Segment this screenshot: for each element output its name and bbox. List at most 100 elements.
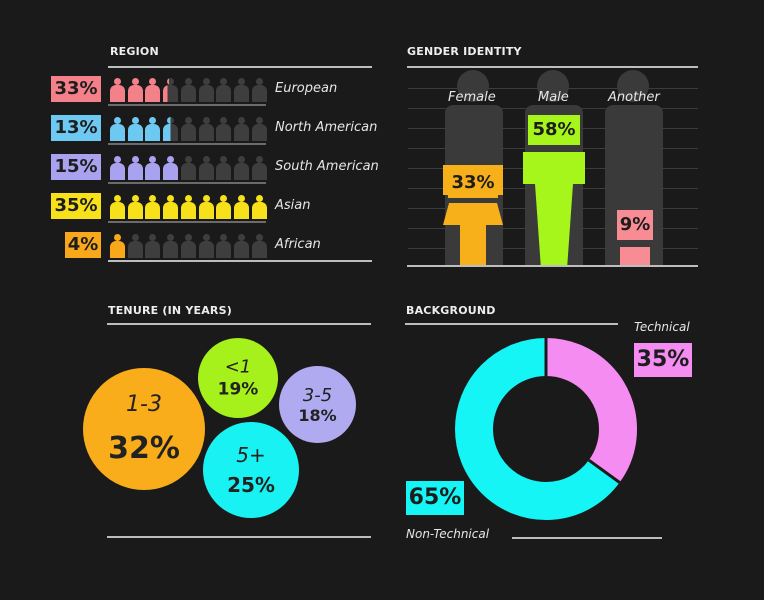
female-pct-badge: 33% [448,168,498,198]
region-row-rule [108,143,266,145]
silhouette-head-icon [617,70,649,102]
region-label: South American [275,159,379,174]
non-technical-pct-badge: 65% [406,481,464,515]
person-icon [233,195,249,219]
tenure-pct: 19% [217,379,259,400]
silhouette-body-icon [605,105,663,265]
person-icon [251,117,267,141]
background-bottom-rule [512,537,662,539]
tenure-category: <1 [224,356,252,378]
person-icon [127,78,143,102]
non-technical-label: Non-Technical [406,527,490,541]
another-pct-badge: 9% [617,210,653,240]
region-pct-badge: 15% [51,154,101,180]
male-legs [535,184,573,265]
person-icon [127,117,143,141]
person-icon [233,156,249,180]
silhouette-head-icon [457,70,489,102]
gender-title: GENDER IDENTITY [407,45,522,58]
person-icon [145,234,161,258]
tenure-rule [107,323,371,325]
person-icon [110,156,125,180]
person-icon [163,78,179,102]
tenure-pct: 25% [227,473,275,497]
tenure-category: 1-3 [126,392,162,417]
person-icon [251,234,267,258]
person-icon [251,78,267,102]
person-icon [198,117,214,141]
region-title: REGION [110,45,159,58]
person-icon [180,156,196,180]
person-icon [198,234,214,258]
gender-rule [407,66,698,68]
gender-label: Another [608,90,660,105]
silhouette-head-icon [537,70,569,102]
tenure-bottom-rule [107,536,371,538]
person-icon [145,117,161,141]
person-icon [145,195,161,219]
tenure-category: 3-5 [302,384,333,406]
tenure-pct: 18% [298,405,337,425]
person-icon [216,78,232,102]
region-label: North American [275,120,378,135]
tenure-bubble: <1 19% [198,338,278,418]
person-icon [163,117,179,141]
person-icon [198,195,214,219]
person-icon [198,78,214,102]
region-label: Asian [275,198,311,213]
person-icon [180,78,196,102]
background-title: BACKGROUND [406,304,496,317]
person-icon [251,156,267,180]
person-icon [127,234,143,258]
technical-pct-badge: 35% [634,343,692,377]
person-icon [110,195,125,219]
gender-label: Male [538,90,569,105]
person-icon [233,117,249,141]
region-row-rule [108,182,266,184]
region-pct-badge: 4% [65,232,101,258]
person-icon [127,156,143,180]
tenure-bubble: 3-5 18% [279,366,356,443]
person-icon [163,156,179,180]
region-row-rule [108,221,266,223]
person-icon [127,195,143,219]
technical-label: Technical [634,320,690,334]
person-icon [216,156,232,180]
gender-label: Female [448,90,496,105]
region-rule [108,66,372,68]
background-rule [405,323,618,325]
person-icon [180,117,196,141]
region-pct-badge: 13% [51,115,101,141]
person-icon [216,195,232,219]
tenure-category: 5+ [236,443,266,467]
person-icon [180,234,196,258]
person-icon [180,195,196,219]
region-pct-badge: 35% [51,193,101,219]
male-pct-badge: 58% [528,115,580,145]
person-icon [110,78,125,102]
tenure-pct: 32% [108,431,180,466]
person-icon [145,156,161,180]
tenure-bubble: 5+ 25% [203,422,299,518]
male-fill [523,152,585,184]
tenure-bubble: 1-3 32% [83,368,205,490]
region-label: African [275,237,321,252]
person-icon [163,234,179,258]
person-icon [216,234,232,258]
person-icon [110,117,125,141]
person-icon [110,234,125,258]
another-fill [620,247,650,265]
person-icon [251,195,267,219]
region-row-rule [108,260,372,262]
region-label: European [275,81,338,96]
gender-baseline [407,265,698,267]
tenure-title: TENURE (IN YEARS) [108,304,232,317]
person-icon [163,195,179,219]
region-row-rule [108,104,266,106]
female-legs [460,225,486,265]
female-skirt [443,203,503,225]
person-icon [233,234,249,258]
background-donut [455,338,637,520]
person-icon [145,78,161,102]
person-icon [198,156,214,180]
